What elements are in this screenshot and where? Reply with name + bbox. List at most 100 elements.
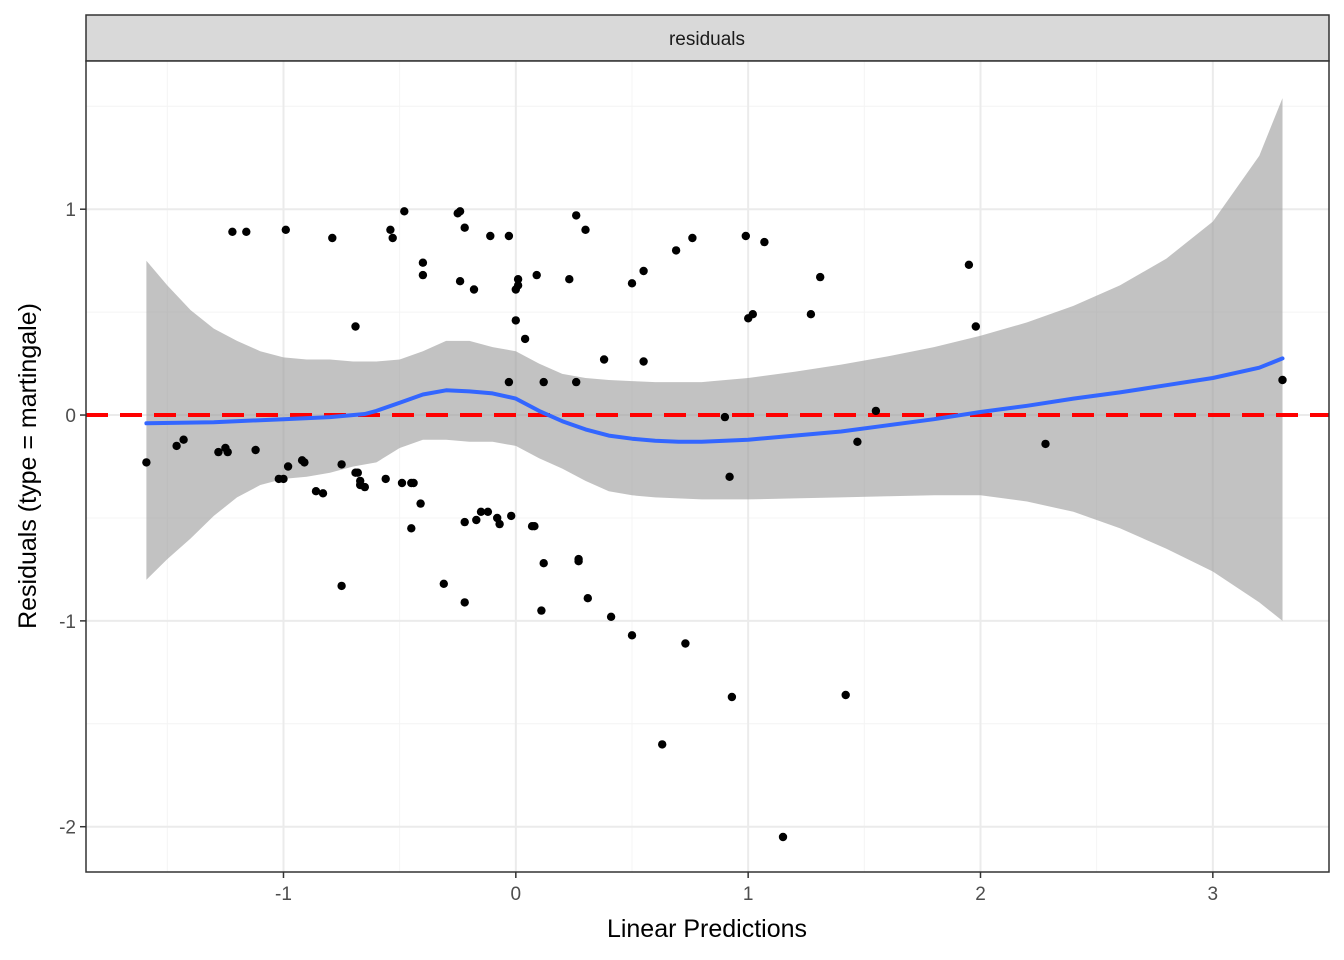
residual-point: [971, 322, 980, 331]
x-tick-label: 2: [975, 884, 986, 905]
residual-point: [311, 487, 321, 496]
residual-point: [283, 462, 293, 471]
residual-point: [1278, 375, 1287, 385]
residual-point: [539, 559, 548, 568]
residual-point: [725, 472, 734, 481]
facet-strip: residuals: [85, 14, 1330, 62]
residual-point: [572, 211, 581, 220]
residual-point: [179, 435, 188, 444]
residual-point: [400, 207, 409, 216]
residual-point: [418, 258, 428, 267]
facet-strip-label: residuals: [669, 29, 745, 50]
residual-point: [381, 474, 390, 484]
facet-strip-background: [85, 14, 1330, 62]
residual-point: [639, 266, 648, 276]
residual-point: [760, 237, 769, 247]
residual-point: [328, 233, 337, 243]
residual-point: [871, 406, 881, 416]
residual-point: [242, 227, 251, 236]
x-tick-label: 1: [743, 884, 754, 905]
residual-point: [748, 310, 757, 319]
residual-point: [281, 225, 290, 234]
x-tick-label: 3: [1208, 884, 1219, 905]
residual-point: [627, 279, 637, 288]
residual-point: [469, 285, 479, 294]
residual-point: [504, 377, 514, 387]
residual-point: [486, 231, 495, 241]
plot-panel-border: [85, 60, 1330, 873]
residual-point: [574, 557, 583, 566]
residual-point: [439, 579, 448, 588]
y-tick-label: -2: [59, 818, 76, 839]
residual-point: [583, 594, 592, 603]
residual-point: [599, 355, 609, 364]
x-axis: -1 0 1 2 3: [275, 872, 1218, 905]
residual-point: [627, 631, 637, 640]
residual-point: [351, 322, 360, 331]
residual-point: [581, 225, 590, 234]
residual-point: [142, 458, 151, 467]
residual-point: [388, 233, 397, 243]
residual-point: [658, 740, 667, 749]
residual-point: [251, 445, 260, 455]
residual-point: [539, 377, 548, 387]
residual-point: [727, 692, 737, 702]
residual-point: [455, 277, 465, 286]
confidence-ribbon: [146, 98, 1283, 621]
x-tick-label: -1: [275, 884, 292, 905]
residual-point: [671, 246, 681, 255]
residual-point: [511, 316, 520, 325]
residual-point: [841, 690, 850, 700]
residual-point: [495, 519, 504, 529]
residual-point: [681, 639, 690, 648]
residual-point: [337, 460, 346, 469]
residual-point: [853, 437, 862, 446]
residual-point: [606, 612, 616, 621]
residual-point: [530, 522, 539, 531]
y-axis-title: Residuals (type = martingale): [14, 303, 42, 629]
residual-point: [572, 377, 581, 387]
residual-point: [214, 447, 223, 457]
residual-point: [537, 606, 546, 615]
residual-point: [360, 482, 369, 492]
residual-point: [1041, 439, 1050, 449]
residual-point: [816, 272, 825, 282]
residual-point: [532, 270, 541, 280]
residual-point: [520, 334, 530, 344]
residual-point: [720, 412, 730, 422]
residual-point: [407, 524, 416, 533]
residual-point: [472, 515, 481, 525]
residual-point: [964, 260, 974, 269]
residual-point: [688, 233, 697, 243]
residual-point: [318, 489, 328, 498]
residual-point: [741, 231, 750, 241]
residual-point: [460, 223, 469, 232]
y-tick-label: -1: [59, 612, 76, 633]
residual-point: [806, 310, 816, 319]
residual-point: [397, 478, 407, 488]
smooth-trend-line: [144, 356, 1285, 444]
residual-point: [300, 458, 309, 467]
residual-point: [228, 227, 237, 236]
residual-point: [483, 507, 493, 516]
residual-point: [172, 441, 181, 451]
residual-point: [565, 275, 574, 284]
residual-point: [476, 507, 486, 516]
residual-point: [778, 832, 788, 842]
y-tick-label: 0: [65, 406, 76, 427]
residual-point: [460, 598, 469, 607]
residual-point: [409, 478, 418, 488]
x-tick-label: 0: [511, 884, 522, 905]
y-tick-label: 1: [65, 200, 76, 221]
residual-point: [279, 474, 288, 484]
residual-points: [142, 207, 1287, 842]
residual-point: [337, 581, 346, 591]
residual-point: [639, 357, 648, 366]
residual-point: [353, 468, 362, 477]
residual-point: [460, 517, 469, 527]
residual-point: [455, 207, 465, 216]
y-axis: -2 -1 0 1: [59, 200, 86, 839]
residual-point: [418, 270, 428, 280]
residual-point: [513, 275, 523, 284]
